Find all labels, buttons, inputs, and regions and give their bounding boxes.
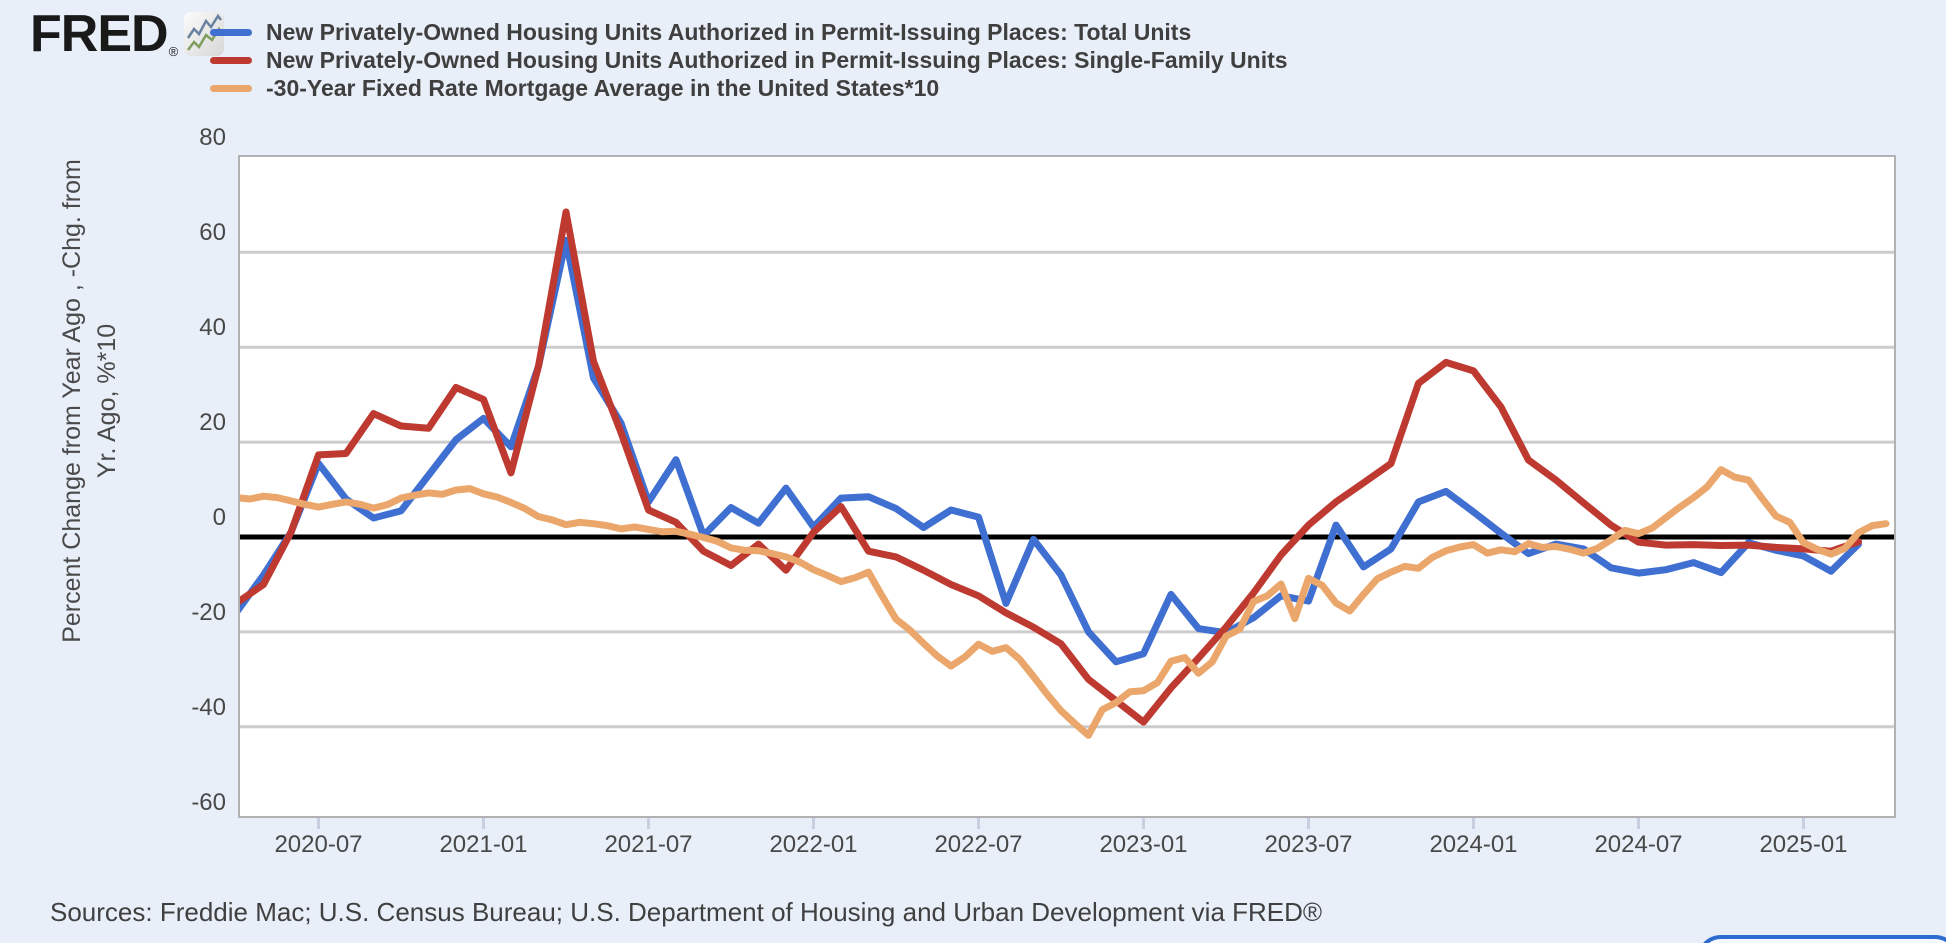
x-tick-label: 2024-01 bbox=[1429, 831, 1518, 858]
x-tick-label: 2025-01 bbox=[1759, 831, 1848, 858]
legend: New Privately-Owned Housing Units Author… bbox=[210, 18, 1288, 102]
y-tick-label: -20 bbox=[191, 598, 226, 626]
y-axis-title-line2: Yr. Ago, %*10 bbox=[93, 323, 121, 479]
x-tick-label: 2023-07 bbox=[1264, 831, 1353, 858]
x-tick-mark bbox=[812, 818, 815, 829]
fred-logo-text: FRED bbox=[30, 5, 169, 63]
y-axis-title-line1: Percent Change from Year Ago , -Chg. fro… bbox=[58, 159, 86, 643]
x-tick-label: 2024-07 bbox=[1594, 831, 1683, 858]
x-tick-mark bbox=[1637, 818, 1640, 829]
x-tick-label: 2022-01 bbox=[769, 831, 858, 858]
sources-line: Sources: Freddie Mac; U.S. Census Bureau… bbox=[50, 897, 1323, 927]
plot-area bbox=[238, 155, 1896, 818]
x-tick-mark bbox=[1802, 818, 1805, 829]
x-tick-label: 2022-07 bbox=[934, 831, 1023, 858]
legend-swatch-orange bbox=[210, 84, 252, 92]
chart-svg bbox=[238, 155, 1896, 818]
y-axis-title: Percent Change from Year Ago , -Chg. fro… bbox=[55, 21, 125, 781]
x-tick-label: 2020-07 bbox=[274, 831, 363, 858]
legend-label: New Privately-Owned Housing Units Author… bbox=[266, 46, 1288, 73]
x-tick-mark bbox=[1142, 818, 1145, 829]
x-tick-mark bbox=[1472, 818, 1475, 829]
legend-swatch-red bbox=[210, 56, 252, 64]
legend-swatch-blue bbox=[210, 28, 252, 36]
series-line-1 bbox=[238, 208, 1862, 726]
x-tick-mark bbox=[647, 818, 650, 829]
y-tick-label: 40 bbox=[199, 314, 226, 342]
y-tick-label: 20 bbox=[199, 409, 226, 437]
partially-visible-corner-button[interactable] bbox=[1697, 935, 1946, 943]
legend-label: -30-Year Fixed Rate Mortgage Average in … bbox=[266, 74, 940, 101]
x-tick-mark bbox=[317, 818, 320, 829]
plot-border bbox=[238, 155, 1896, 818]
y-tick-label: -40 bbox=[191, 693, 226, 721]
y-tick-label: 80 bbox=[199, 124, 226, 152]
series-line-0 bbox=[238, 236, 1862, 666]
legend-label: New Privately-Owned Housing Units Author… bbox=[266, 18, 1192, 45]
x-tick-mark bbox=[977, 818, 980, 829]
legend-item-mortgage-rate: -30-Year Fixed Rate Mortgage Average in … bbox=[210, 74, 1288, 102]
line-chart-icon bbox=[184, 12, 225, 61]
y-tick-label: 60 bbox=[199, 219, 226, 247]
x-tick-label: 2021-07 bbox=[604, 831, 693, 858]
legend-item-single-family-units: New Privately-Owned Housing Units Author… bbox=[210, 46, 1288, 74]
series-line-2 bbox=[238, 466, 1890, 739]
fred-logo: FRED ® bbox=[30, 5, 225, 63]
fred-registered-mark: ® bbox=[168, 44, 179, 59]
x-tick-mark bbox=[1307, 818, 1310, 829]
x-tick-label: 2021-01 bbox=[439, 831, 528, 858]
x-tick-label: 2023-01 bbox=[1099, 831, 1188, 858]
legend-item-total-units: New Privately-Owned Housing Units Author… bbox=[210, 18, 1288, 46]
y-tick-label: -60 bbox=[191, 788, 226, 816]
x-tick-mark bbox=[482, 818, 485, 829]
y-tick-label: 0 bbox=[212, 504, 226, 531]
